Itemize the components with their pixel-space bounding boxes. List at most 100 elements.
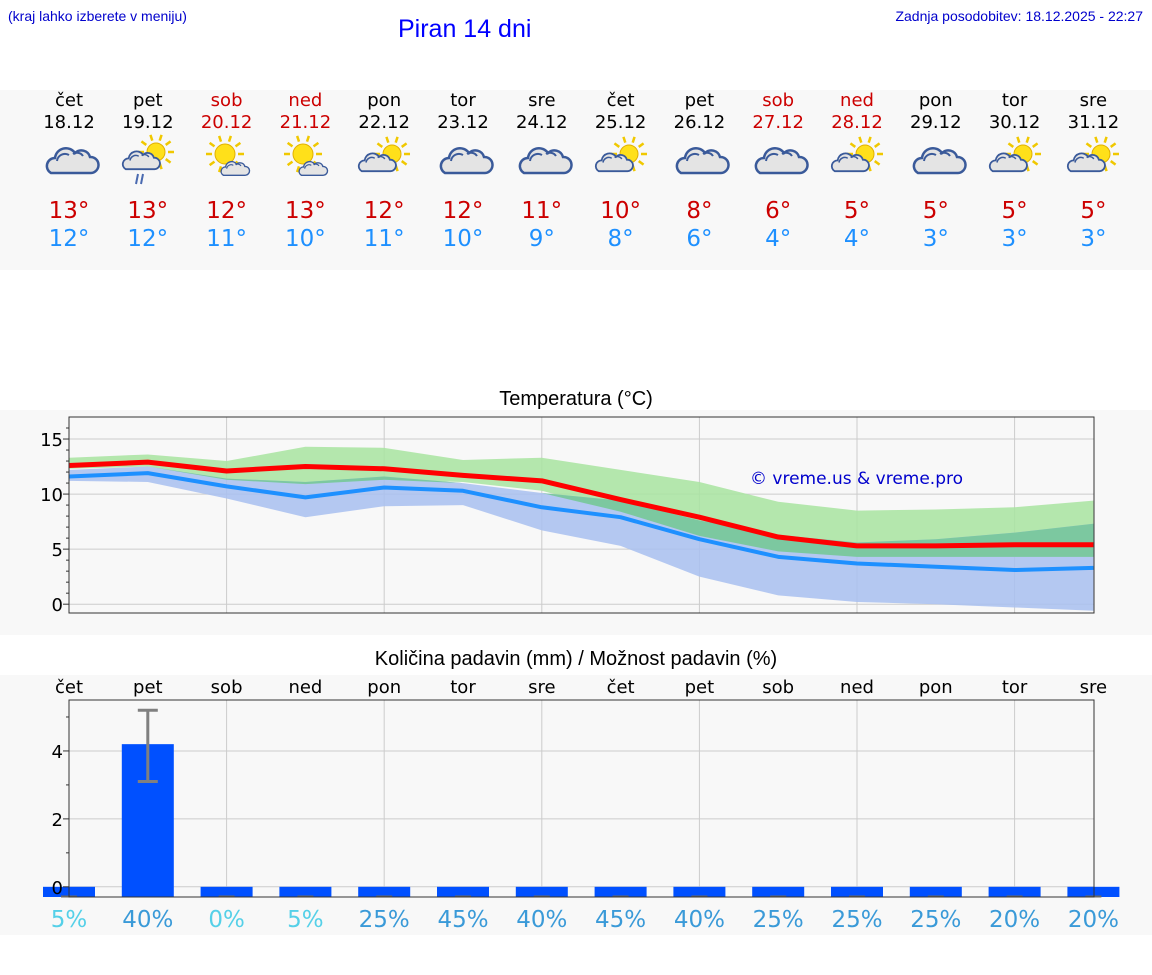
- max-temperature: 5°: [843, 198, 871, 224]
- daily-forecast-strip: čet 18.12 13° 12° pet 19.12 13° 12° sob 20.12 12° 1…: [0, 90, 1152, 270]
- precipitation-bar: [988, 886, 1041, 897]
- cloudy-icon: [673, 138, 731, 186]
- day-name: sob: [210, 90, 243, 111]
- precipitation-day-label: sob: [762, 677, 794, 698]
- sun-cloud-icon: [358, 136, 414, 186]
- max-temperature: 6°: [765, 198, 792, 224]
- precipitation-bar: [279, 886, 332, 897]
- day-date: 29.12: [910, 112, 962, 133]
- precipitation-probability-label: 25%: [359, 907, 410, 933]
- precipitation-probability-label: 45%: [437, 907, 488, 933]
- max-temperature: 13°: [48, 198, 90, 224]
- day-name: čet: [54, 90, 84, 111]
- day-name: tor: [1001, 90, 1028, 111]
- precipitation-day-label: sre: [528, 677, 555, 698]
- precipitation-bar: [909, 886, 962, 897]
- precipitation-probability-label: 5%: [51, 907, 88, 933]
- precipitation-probability-label: 5%: [287, 907, 324, 933]
- precipitation-y-tick-label: 4: [52, 742, 63, 763]
- max-temperature: 12°: [442, 198, 484, 224]
- min-temperature-line: [68, 471, 1094, 573]
- day-date: 25.12: [594, 112, 647, 133]
- day-name: sob: [762, 90, 795, 111]
- day-date: 30.12: [988, 112, 1041, 133]
- precipitation-bar: [594, 886, 647, 897]
- day-name: tor: [450, 90, 476, 111]
- min-temperature: 12°: [48, 226, 90, 252]
- min-temperature: 4°: [765, 226, 792, 252]
- min-temperature: 10°: [442, 226, 484, 252]
- temperature-y-tick-label: 5: [52, 540, 63, 561]
- day-name: pon: [918, 90, 953, 111]
- day-name: ned: [840, 90, 874, 111]
- watermark: © vreme.us & vreme.pro: [750, 469, 963, 489]
- precipitation-day-label: sob: [211, 677, 243, 698]
- precipitation-bar: [752, 886, 805, 897]
- precipitation-day-label: ned: [840, 677, 874, 698]
- max-temperature: 12°: [206, 198, 247, 224]
- day-date: 24.12: [516, 112, 568, 133]
- day-date: 31.12: [1067, 112, 1120, 133]
- precipitation-probability-label: 25%: [753, 907, 804, 933]
- min-temperature: 8°: [607, 226, 634, 252]
- precipitation-y-tick-label: 0: [52, 878, 63, 899]
- last-updated: Zadnja posodobitev: 18.12.2025 - 22:27: [895, 8, 1143, 24]
- max-temperature: 10°: [600, 198, 641, 224]
- temperature-plot-frame: [68, 416, 1095, 614]
- precipitation-probability-label: 40%: [516, 907, 567, 933]
- precipitation-bar: [200, 886, 253, 897]
- day-date: 27.12: [752, 112, 804, 133]
- precipitation-plot-frame: [68, 699, 1095, 898]
- precipitation-bar: [1067, 886, 1120, 897]
- day-date: 28.12: [831, 112, 883, 133]
- day-name: sre: [528, 90, 556, 111]
- temperature-y-tick-label: 10: [40, 485, 63, 506]
- min-temperature: 11°: [206, 226, 247, 252]
- precipitation-probability-label: 40%: [674, 907, 725, 933]
- precipitation-probability-label: 0%: [208, 907, 245, 933]
- precipitation-y-tick-label: 2: [52, 810, 63, 831]
- temperature-y-tick-label: 0: [52, 595, 63, 616]
- min-temperature: 9°: [528, 226, 555, 252]
- day-date: 23.12: [437, 112, 489, 133]
- max-temperature: 5°: [1080, 198, 1107, 224]
- max-temperature-range-band: [69, 446, 1094, 557]
- min-temperature: 3°: [1080, 226, 1107, 252]
- cloudy-icon: [437, 138, 494, 186]
- max-temperature: 13°: [127, 198, 169, 224]
- page-title: Piran 14 dni: [398, 15, 532, 43]
- precipitation-day-label: pet: [133, 677, 163, 698]
- sun-small-cloud-icon: [279, 135, 335, 186]
- temperature-overlap-band: [69, 466, 1094, 557]
- day-name: sre: [1079, 90, 1108, 111]
- min-temperature: 3°: [1001, 226, 1028, 252]
- min-temperature: 4°: [843, 226, 871, 252]
- day-name: pet: [684, 90, 715, 111]
- sun-cloud-icon: [830, 136, 887, 186]
- min-temperature: 12°: [127, 226, 169, 252]
- min-temperature: 6°: [686, 226, 713, 252]
- precipitation-chart-title: Količina padavin (mm) / Možnost padavin …: [374, 648, 778, 670]
- max-temperature: 11°: [521, 198, 563, 224]
- day-name: pon: [367, 90, 402, 111]
- cloudy-icon: [752, 138, 809, 186]
- cloudy-icon: [516, 138, 573, 186]
- precipitation-probability-label: 25%: [910, 907, 961, 933]
- max-temperature-line: [68, 459, 1094, 549]
- precipitation-day-label: tor: [450, 677, 476, 698]
- precipitation-bar: [437, 886, 489, 897]
- precipitation-plot-area: [69, 700, 1094, 897]
- precipitation-probability-label: 45%: [595, 907, 646, 933]
- day-date: 21.12: [279, 112, 332, 133]
- precipitation-day-label: sre: [1080, 677, 1107, 698]
- day-name: pet: [133, 90, 163, 111]
- day-date: 26.12: [673, 112, 726, 133]
- location-hint: (kraj lahko izberete v meniju): [8, 8, 187, 24]
- sun-cloud-icon: [988, 136, 1045, 186]
- max-temperature: 13°: [285, 198, 326, 224]
- precipitation-probability-label: 40%: [122, 907, 173, 933]
- sun-cloud-icon: [1067, 136, 1123, 186]
- temperature-y-tick-label: 15: [40, 430, 63, 451]
- min-temperature: 11°: [363, 226, 405, 252]
